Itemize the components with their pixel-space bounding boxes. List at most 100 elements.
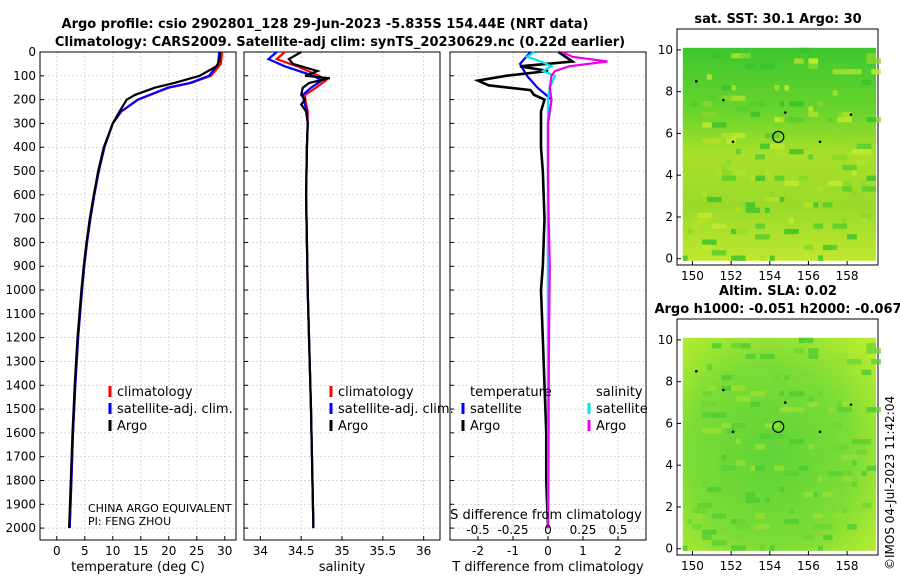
series-line-salinity-argo (546, 50, 608, 529)
map-cell (861, 369, 872, 376)
map-cell (779, 391, 785, 397)
map-cell (866, 58, 881, 64)
map-cell (842, 476, 852, 482)
map-cell (818, 234, 833, 240)
island-dot (695, 79, 698, 83)
salinity-panel: 34 34.5 35 35.5 36 salinity climatology satelli… (243, 51, 454, 575)
map-cell (808, 396, 814, 402)
map-cell (813, 234, 819, 240)
map-cell (832, 244, 838, 251)
x-tick-label: 25 (189, 544, 204, 558)
map-cell (827, 117, 833, 123)
map-cell (702, 191, 707, 197)
map-cell (707, 385, 717, 391)
y-tick-label: 4 (665, 168, 673, 182)
x-tick-label: 150 (681, 269, 704, 283)
s-difference-tick-label: -0.5 (466, 523, 489, 537)
legend-label: satellite-adj. clim. (117, 402, 233, 417)
island-dot (695, 369, 698, 373)
map-cell (832, 513, 848, 519)
map-cell (789, 218, 794, 224)
map-cell (721, 133, 732, 139)
y-tick-label: 900 (13, 259, 36, 273)
map-cell (750, 175, 756, 181)
x-tick-label: -1 (507, 544, 519, 558)
temperature-panel: 0 5 10 15 20 25 30 temperature (deg C) 0 100 200 30… (5, 45, 237, 575)
x-tick-label: 154 (758, 269, 781, 283)
legend-label: satellite-adj. clim. (338, 402, 454, 417)
x-tick-label: 15 (133, 544, 148, 558)
map-cell (711, 412, 727, 418)
map-cell (798, 47, 814, 54)
map-cell (755, 444, 765, 450)
map-cell (832, 69, 848, 75)
map-cell (789, 101, 804, 107)
imos-watermark: ©IMOS 04-Jul-2023 11:42:04 (883, 396, 897, 570)
map-cell (745, 492, 756, 498)
map-cell (789, 149, 804, 155)
map-cell (856, 449, 867, 455)
y-tick-label: 6 (665, 126, 673, 140)
map-cell (721, 95, 732, 101)
map-cell (798, 407, 804, 413)
map-cell (769, 191, 775, 197)
map-cell (760, 545, 765, 551)
map-cell (702, 481, 707, 487)
map-cell (847, 234, 857, 240)
map-cell (842, 180, 852, 187)
map-cell (866, 149, 872, 155)
figure-title-line1: Argo profile: csio 2902801_128 29-Jun-20… (62, 17, 589, 32)
map-cell (740, 492, 746, 498)
map-cell (745, 207, 761, 213)
map-cell (707, 196, 722, 203)
map-cell (774, 407, 780, 413)
map-cell (774, 85, 780, 91)
map-cell (702, 138, 717, 144)
map-cell (774, 175, 785, 181)
map-cell (764, 460, 770, 466)
map-cell (774, 149, 785, 155)
map-cell (721, 170, 732, 176)
y-tick-label: 700 (13, 212, 36, 226)
map-cell (750, 401, 761, 407)
y-tick-label: 4 (665, 458, 673, 472)
map-cell (866, 348, 881, 354)
map-cell (716, 170, 722, 176)
y-tick-label: 500 (13, 164, 36, 178)
map-cell (779, 101, 785, 107)
map-cell (774, 117, 790, 123)
map-cell (764, 207, 770, 213)
map-cell (842, 455, 857, 461)
map-cell (842, 165, 857, 171)
map-cell (832, 423, 843, 429)
map-cell (798, 117, 804, 123)
map-cell (692, 524, 703, 530)
map-cell (808, 58, 819, 64)
map-cell (731, 53, 741, 59)
map-cell (847, 359, 862, 365)
map-cell (832, 380, 838, 386)
map-cell (793, 58, 804, 64)
map-cell (784, 470, 799, 477)
map-cell (735, 207, 741, 213)
map-cell (731, 133, 746, 139)
map-cell (842, 186, 852, 192)
map-cell (692, 513, 703, 519)
legend-temperature-title: temperature (470, 385, 552, 400)
map-cell (822, 202, 833, 208)
map-cell (740, 53, 751, 59)
map-cell (861, 470, 867, 477)
map-cell (847, 69, 862, 75)
map-cell (851, 481, 857, 487)
y-tick-label: 2000 (5, 521, 36, 535)
map-cell (813, 524, 819, 530)
y-tick-label: 1200 (5, 331, 36, 345)
map-cell (822, 534, 833, 541)
map-cell (808, 63, 819, 70)
y-tick-label: 1400 (5, 378, 36, 392)
map-cell (726, 159, 732, 165)
x-tick-label: 158 (836, 559, 859, 573)
map-cell (755, 223, 765, 229)
map-cell (818, 101, 823, 107)
map-cell (827, 180, 843, 187)
